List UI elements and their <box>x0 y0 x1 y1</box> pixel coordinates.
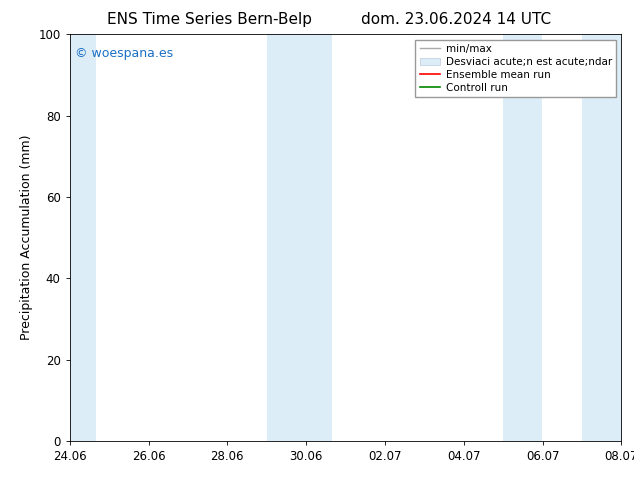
Bar <box>70 34 96 441</box>
Bar <box>267 34 332 441</box>
Y-axis label: Precipitation Accumulation (mm): Precipitation Accumulation (mm) <box>20 135 33 341</box>
Bar <box>503 34 543 441</box>
Legend: min/max, Desviaci acute;n est acute;ndar, Ensemble mean run, Controll run: min/max, Desviaci acute;n est acute;ndar… <box>415 40 616 97</box>
Bar <box>581 34 621 441</box>
Text: dom. 23.06.2024 14 UTC: dom. 23.06.2024 14 UTC <box>361 12 552 27</box>
Text: ENS Time Series Bern-Belp: ENS Time Series Bern-Belp <box>107 12 312 27</box>
Text: © woespana.es: © woespana.es <box>75 47 173 59</box>
